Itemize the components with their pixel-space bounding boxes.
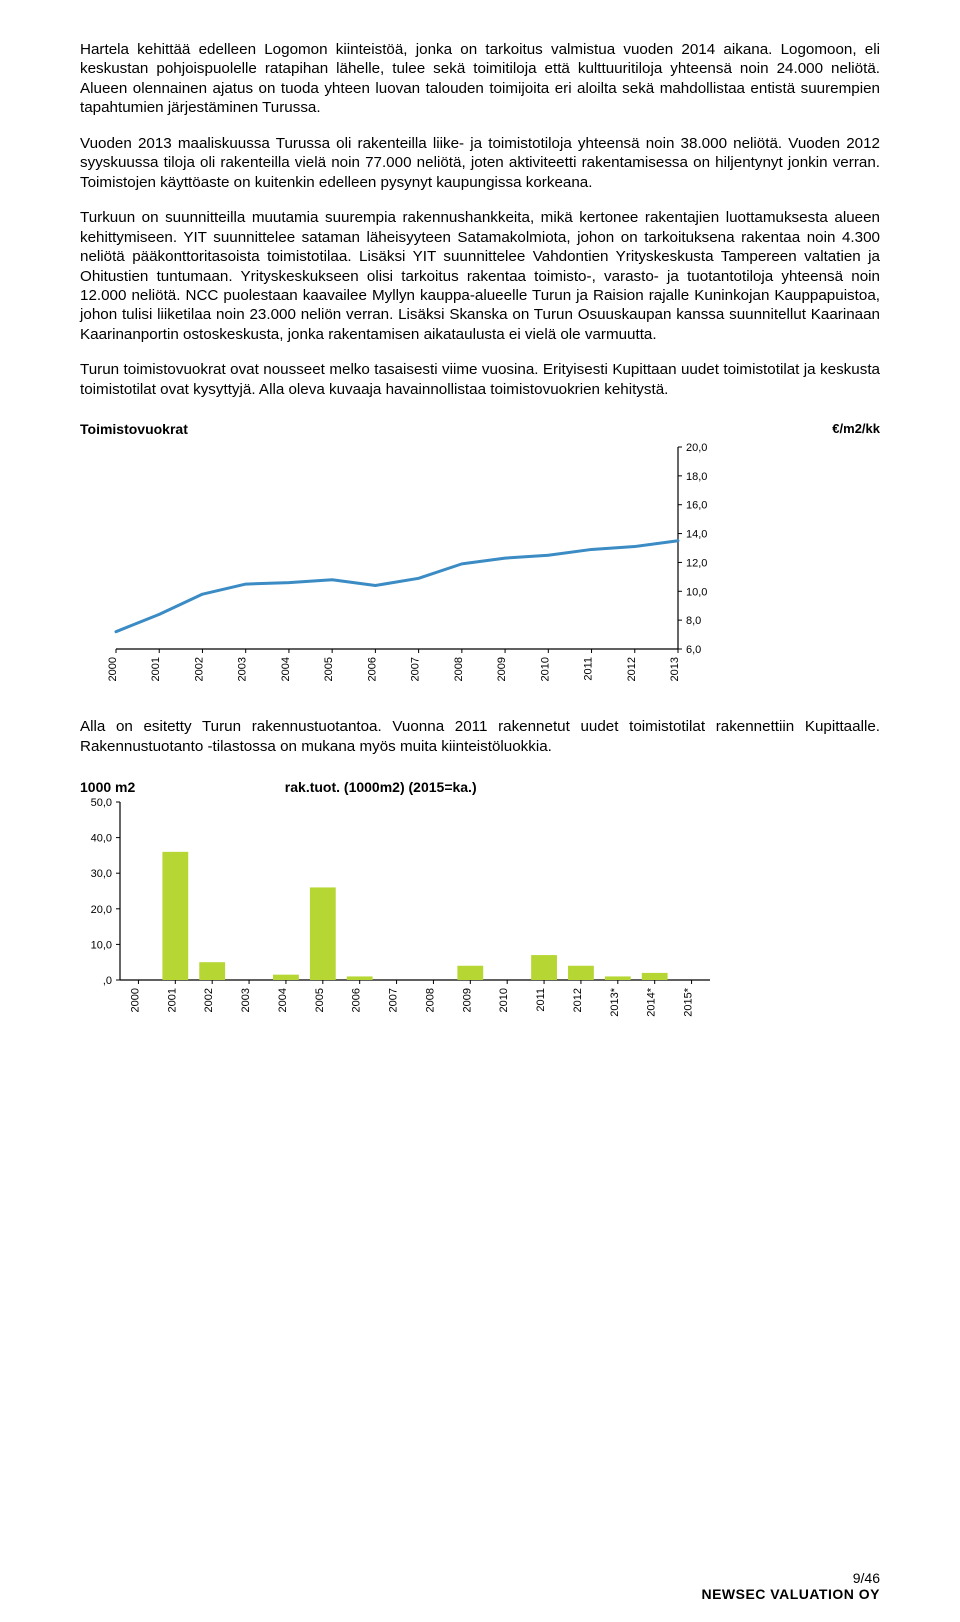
svg-text:8,0: 8,0 [686, 615, 701, 627]
svg-text:2012: 2012 [626, 657, 638, 681]
prod-chart: 1000 m2 rak.tuot. (1000m2) (2015=ka.) ,0 10… [80, 778, 880, 1028]
svg-text:2009: 2009 [461, 988, 473, 1012]
prod-chart-svg: 1000 m2 rak.tuot. (1000m2) (2015=ka.) ,0 10… [80, 778, 720, 1028]
svg-text:10,0: 10,0 [686, 587, 707, 599]
svg-text:2002: 2002 [203, 988, 215, 1012]
svg-text:2001: 2001 [166, 988, 178, 1012]
svg-text:2013: 2013 [669, 657, 681, 681]
page-number: 9/46 [701, 1570, 880, 1586]
svg-text:2012: 2012 [572, 988, 584, 1012]
svg-text:14,0: 14,0 [686, 529, 707, 541]
svg-text:2003: 2003 [240, 988, 252, 1012]
svg-text:2013*: 2013* [609, 987, 621, 1016]
footer-company: NEWSEC VALUATION OY [701, 1586, 880, 1602]
svg-text:2009: 2009 [496, 657, 508, 681]
svg-text:2007: 2007 [388, 988, 400, 1012]
svg-text:2005: 2005 [314, 988, 326, 1012]
svg-text:2015*: 2015* [683, 987, 695, 1016]
rent-chart-title: Toimistovuokrat [80, 421, 188, 437]
svg-text:50,0: 50,0 [91, 797, 112, 809]
svg-text:2014*: 2014* [646, 987, 658, 1016]
svg-text:18,0: 18,0 [686, 471, 707, 483]
rent-chart-yunit: €/m2/kk [832, 421, 880, 437]
svg-text:2010: 2010 [539, 657, 551, 681]
svg-text:2003: 2003 [237, 657, 249, 681]
svg-text:2004: 2004 [280, 657, 292, 681]
paragraph-3: Turkuun on suunnitteilla muutamia suurem… [80, 208, 880, 344]
svg-text:2008: 2008 [424, 988, 436, 1012]
rent-chart: Toimistovuokrat €/m2/kk 6,0 8,0 10,0 12,0 14… [80, 421, 880, 691]
svg-text:2004: 2004 [277, 988, 289, 1012]
svg-text:,0: ,0 [103, 975, 112, 987]
svg-text:1000 m2: 1000 m2 [80, 779, 135, 795]
paragraph-1: Hartela kehittää edelleen Logomon kiinte… [80, 40, 880, 118]
svg-text:16,0: 16,0 [686, 500, 707, 512]
svg-text:2011: 2011 [583, 657, 595, 681]
svg-text:2008: 2008 [453, 657, 465, 681]
svg-text:20,0: 20,0 [91, 904, 112, 916]
svg-text:40,0: 40,0 [91, 833, 112, 845]
svg-text:2005: 2005 [323, 657, 335, 681]
paragraph-2: Vuoden 2013 maaliskuussa Turussa oli rak… [80, 134, 880, 192]
svg-text:2006: 2006 [366, 657, 378, 681]
rent-chart-svg: 6,0 8,0 10,0 12,0 14,0 16,0 18,0 20,0 2000 2001 20… [80, 441, 720, 691]
svg-text:2010: 2010 [498, 988, 510, 1012]
svg-text:2001: 2001 [150, 657, 162, 681]
svg-text:2006: 2006 [351, 988, 363, 1012]
svg-text:2007: 2007 [410, 657, 422, 681]
svg-text:30,0: 30,0 [91, 868, 112, 880]
paragraph-5: Alla on esitetty Turun rakennustuotantoa… [80, 717, 880, 756]
svg-text:6,0: 6,0 [686, 644, 701, 656]
footer: 9/46 NEWSEC VALUATION OY [701, 1570, 880, 1602]
svg-text:10,0: 10,0 [91, 940, 112, 952]
svg-text:2000: 2000 [107, 657, 119, 681]
svg-text:20,0: 20,0 [686, 442, 707, 454]
svg-text:12,0: 12,0 [686, 558, 707, 570]
svg-text:2000: 2000 [129, 988, 141, 1012]
paragraph-4: Turun toimistovuokrat ovat nousseet melk… [80, 360, 880, 399]
svg-text:rak.tuot. (1000m2) (2015=ka.): rak.tuot. (1000m2) (2015=ka.) [285, 779, 477, 795]
svg-text:2002: 2002 [193, 657, 205, 681]
svg-text:2011: 2011 [535, 988, 547, 1012]
